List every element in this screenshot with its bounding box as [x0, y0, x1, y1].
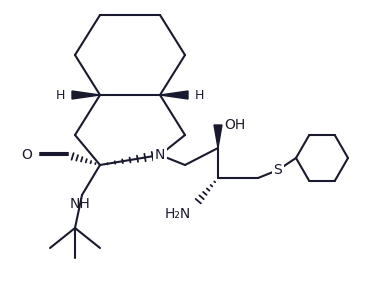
Text: OH: OH: [224, 118, 245, 132]
Polygon shape: [72, 91, 100, 99]
Text: NH: NH: [70, 197, 91, 211]
Polygon shape: [214, 125, 222, 148]
Polygon shape: [160, 91, 188, 99]
Text: H: H: [195, 89, 204, 101]
Text: N: N: [155, 148, 165, 162]
Text: H₂N: H₂N: [165, 207, 191, 221]
Text: O: O: [21, 148, 32, 162]
Text: H: H: [56, 89, 65, 101]
Text: S: S: [274, 163, 282, 177]
